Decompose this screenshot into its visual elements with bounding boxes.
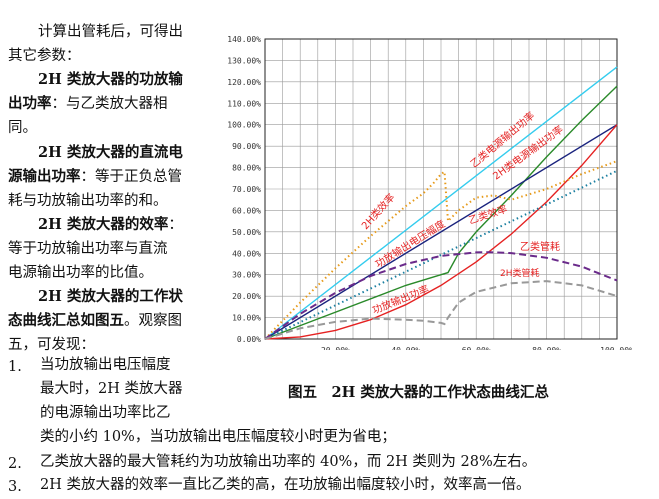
- x-tick-label: 20.00%: [321, 346, 350, 350]
- finding-1-line-4: 类的小约 10%，当功放输出电压幅度较小时更为省电；: [40, 429, 396, 445]
- y-tick-label: 140.00%: [227, 35, 261, 44]
- annotation-output-voltage: 功放输出电压幅度: [373, 217, 448, 270]
- intro-line-2: 其它参数：: [8, 48, 81, 64]
- output-power-body: ：与乙类放大器相: [51, 96, 168, 112]
- y-tick-label: 70.00%: [232, 185, 261, 194]
- y-tick-label: 90.00%: [232, 142, 261, 151]
- finding-1-line-1: 当功放输出电压幅度: [40, 357, 171, 373]
- annotation-2h-supply-power: 2H类电源输出功率: [490, 123, 566, 183]
- dc-power-body: ：等于正负总管: [80, 169, 183, 185]
- summary-body: 。观察图: [124, 313, 182, 329]
- series-line: [264, 160, 618, 340]
- y-tick-label: 10.00%: [232, 314, 261, 323]
- efficiency-line-3: 电源输出功率的比值。: [8, 265, 153, 281]
- efficiency-line-2: 等于功放输出功率与直流: [8, 241, 168, 257]
- finding-1-line-2: 最大时，2H 类放大器: [40, 381, 183, 397]
- efficiency-title: 2H 类放大器的效率: [38, 216, 169, 233]
- dc-power-line-3: 耗与功放输出功率的和。: [8, 193, 168, 209]
- plot-frame: [264, 38, 618, 340]
- output-power-title-2: 出功率: [8, 95, 52, 112]
- summary-line-2: 态曲线汇总如图五。观察图: [8, 309, 182, 334]
- series-line: [264, 169, 618, 340]
- y-tick-label: 20.00%: [232, 292, 261, 301]
- series-line: [264, 124, 618, 340]
- finding-2-number: 2.: [8, 456, 22, 472]
- chart-series: [264, 66, 618, 340]
- x-tick-label: 100.00%: [600, 346, 632, 350]
- series-line: [264, 66, 618, 340]
- output-power-title-1: 2H 类放大器的功放输: [38, 71, 183, 88]
- dc-power-line-2: 源输出功率：等于正负总管: [8, 165, 182, 190]
- summary-title-1: 2H 类放大器的工作状: [38, 288, 183, 305]
- finding-1-number: 1.: [8, 359, 22, 375]
- summary-line-3: 五，可发现：: [8, 337, 95, 353]
- output-power-line-3: 同。: [8, 120, 37, 136]
- efficiency-chart: 0.00% 10.00% 20.00% 30.00% 40.00% 50.00% 60.00…: [227, 35, 632, 350]
- y-tick-label: 40.00%: [232, 249, 261, 258]
- y-tick-label: 120.00%: [227, 78, 261, 87]
- y-tick-label: 60.00%: [232, 206, 261, 215]
- x-tick-label: 60.00%: [462, 346, 491, 350]
- annotation-b-dissipation: 乙类管耗: [520, 240, 560, 253]
- x-tick-label: 40.00%: [391, 346, 420, 350]
- annotation-2h-dissipation: 2H类管耗: [500, 267, 540, 279]
- finding-1-line-3: 的电源输出功率比乙: [40, 405, 171, 421]
- efficiency-line-1: 2H 类放大器的效率：: [38, 213, 183, 238]
- series-line: [264, 280, 618, 340]
- finding-2-text: 乙类放大器的最大管耗约为功放输出功率的 40%，而 2H 类则为 28%左右。: [40, 454, 537, 470]
- dc-power-title-2: 源输出功率: [8, 168, 81, 185]
- summary-title-2: 态曲线汇总如图五: [8, 312, 124, 329]
- y-tick-label: 0.00%: [237, 335, 261, 344]
- dc-power-title-1: 2H 类放大器的直流电: [38, 144, 183, 161]
- series-line: [264, 85, 618, 340]
- finding-3-number: 3.: [8, 479, 22, 495]
- series-line: [264, 124, 618, 340]
- annotation-b-efficiency: 乙类效率: [467, 202, 509, 227]
- y-tick-label: 50.00%: [232, 228, 261, 237]
- y-tick-label: 130.00%: [227, 56, 261, 65]
- output-power-line-2: 出功率：与乙类放大器相: [8, 92, 168, 117]
- y-tick-label: 110.00%: [227, 99, 261, 108]
- y-tick-label: 30.00%: [232, 271, 261, 280]
- x-tick-label: 80.00%: [532, 346, 561, 350]
- y-tick-label: 80.00%: [232, 164, 261, 173]
- finding-3-text: 2H 类放大器的效率一直比乙类的高，在功放输出幅度较小时，效率高一倍。: [40, 477, 531, 493]
- y-tick-label: 100.00%: [227, 121, 261, 130]
- efficiency-colon: ：: [168, 217, 183, 233]
- annotation-2h-efficiency: 2H类效率: [359, 191, 398, 232]
- series-line: [264, 251, 618, 340]
- chart-grid: 0.00% 10.00% 20.00% 30.00% 40.00% 50.00% 60.00…: [227, 35, 632, 350]
- figure-caption: 图五 2H 类放大器的工作状态曲线汇总: [288, 384, 549, 401]
- intro-line-1: 计算出管耗后，可得出: [38, 24, 183, 40]
